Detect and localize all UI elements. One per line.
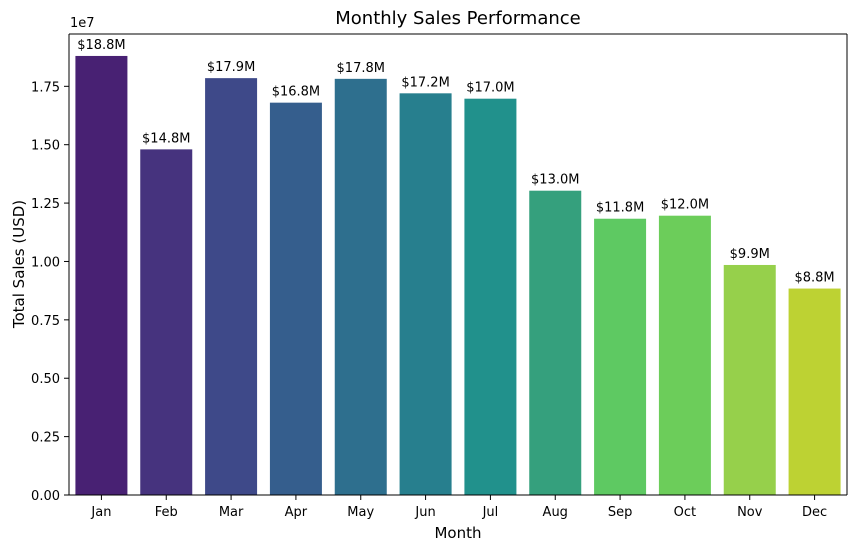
x-tick-label: Nov [737,505,763,520]
bar-jul [464,98,517,496]
y-tick-label: 0.25 [31,431,60,446]
data-label: $13.0M [531,173,579,188]
x-axis-title: Month [434,524,481,542]
x-tick-label: Jul [482,505,499,520]
data-label: $12.0M [661,198,709,213]
y-tick-label: 1.00 [31,255,60,270]
bar-mar [205,78,258,495]
data-label: $14.8M [142,131,190,146]
chart-title: Monthly Sales Performance [335,8,581,29]
bar-jan [75,55,128,495]
x-tick-label: Oct [674,505,696,520]
data-label: $17.8M [337,61,385,76]
x-tick-label: Apr [285,505,308,520]
data-label: $17.0M [466,81,514,96]
data-label: $17.9M [207,60,255,75]
data-label: $9.9M [730,247,770,262]
x-tick-label: Mar [219,505,244,520]
y-tick-label: 1.75 [31,80,60,95]
data-label: $17.2M [401,75,449,90]
data-label: $16.8M [272,85,320,100]
bar-apr [269,102,322,495]
plot-area: 0.00 0.25 0.50 0.75 1.00 1.25 1.50 1.75 Jan $18.8… [31,38,841,520]
x-tick-label: Jun [414,505,435,520]
y-tick-label: 0.75 [31,314,60,329]
y-tick-label: 1.50 [31,139,60,154]
x-tick-label: Aug [543,505,568,520]
bar-sep [594,218,647,496]
y-axis-title: Total Sales (USD) [10,200,28,329]
bar-oct [658,215,711,495]
x-tick-label: Feb [155,505,178,520]
bar-nov [723,264,776,495]
data-label: $18.8M [77,38,125,53]
bar-jun [399,93,452,495]
bar-aug [529,190,582,495]
bar-feb [140,149,193,496]
data-label: $8.8M [794,271,834,286]
data-label: $11.8M [596,201,644,216]
bar-dec [788,288,841,495]
x-tick-label: May [347,505,374,520]
y-tick-label: 0.50 [31,372,60,387]
x-tick-label: Sep [608,505,633,520]
bar-may [334,78,387,496]
x-tick-label: Jan [90,505,111,520]
y-tick-label: 0.00 [31,489,60,504]
y-tick-label: 1.25 [31,197,60,212]
x-tick-label: Dec [802,505,827,520]
y-axis-offset-label: 1e7 [70,16,95,31]
